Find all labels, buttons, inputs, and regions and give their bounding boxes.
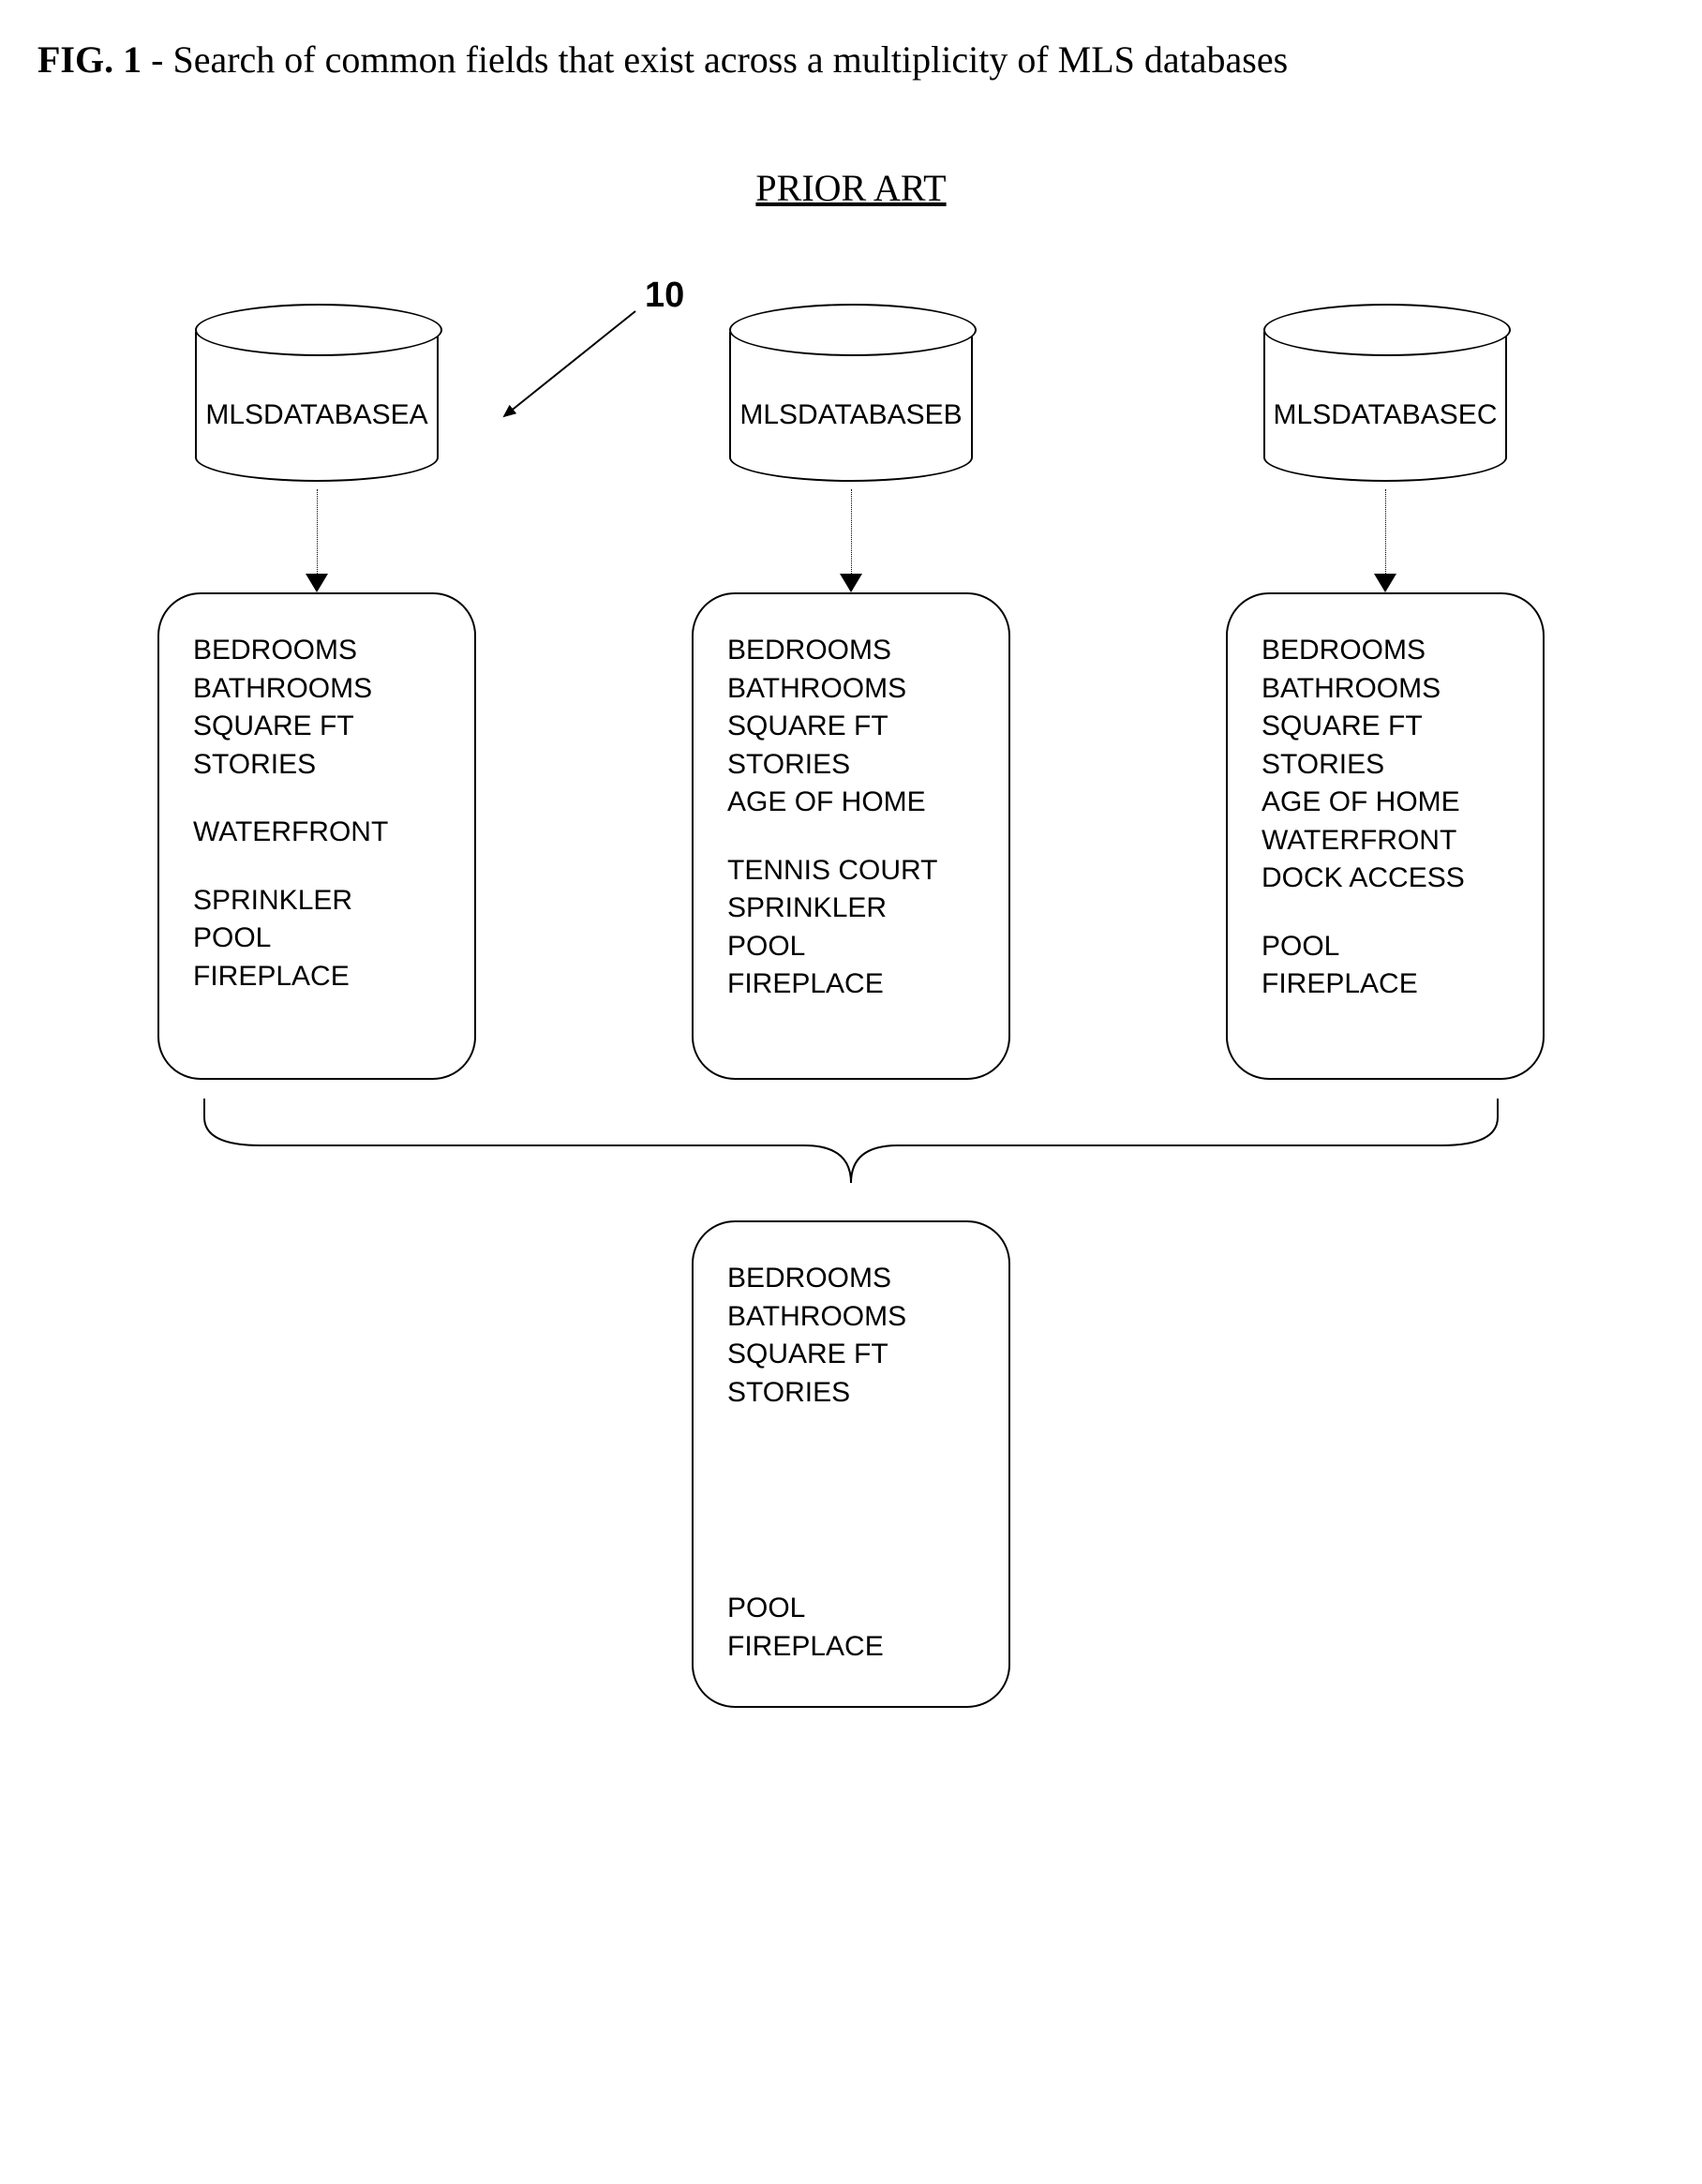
field-group: TENNIS COURTSPRINKLERPOOLFIREPLACE [727, 852, 975, 1004]
database-cylinder: MLSDATABASEC [1263, 304, 1507, 482]
field-item: SPRINKLER [727, 890, 975, 928]
arrowhead-down-icon [840, 574, 862, 592]
down-arrow [1374, 489, 1396, 592]
field-item: BEDROOMS [193, 632, 440, 670]
field-item: BEDROOMS [727, 632, 975, 670]
field-item: FIREPLACE [193, 958, 440, 996]
field-item: AGE OF HOME [1262, 784, 1509, 822]
arrowhead-down-icon [306, 574, 328, 592]
database-cylinder: MLSDATABASEB [729, 304, 973, 482]
field-item: BEDROOMS [1262, 632, 1509, 670]
field-item: SQUARE FT [193, 708, 440, 746]
field-item: WATERFRONT [193, 814, 440, 852]
field-item: SPRINKLER [193, 882, 440, 920]
database-top-ellipse [729, 304, 977, 356]
brace-wrap [148, 1089, 1554, 1202]
field-group: SPRINKLERPOOLFIREPLACE [193, 882, 440, 996]
database-top-ellipse [195, 304, 442, 356]
fields-box: BEDROOMSBATHROOMSSQUARE FTSTORIESAGE OF … [692, 592, 1010, 1080]
field-item: FIREPLACE [1262, 965, 1509, 1004]
fields-box: BEDROOMSBATHROOMSSQUARE FTSTORIES WATERFR… [157, 592, 476, 1080]
fields-box: BEDROOMSBATHROOMSSQUARE FTSTORIESAGE OF … [1226, 592, 1545, 1080]
field-group: BEDROOMSBATHROOMSSQUARE FTSTORIESAGE OF … [1262, 632, 1509, 898]
columns-row: MLSDATABASEABEDROOMSBATHROOMSSQUARE FTST… [148, 304, 1554, 1080]
field-item: AGE OF HOME [727, 784, 975, 822]
figure-caption: - Search of common fields that exist acr… [142, 38, 1288, 81]
field-item: POOL [727, 1590, 975, 1628]
figure-number: FIG. 1 [37, 38, 142, 81]
field-item: DOCK ACCESS [1262, 860, 1509, 898]
field-item: STORIES [727, 746, 975, 785]
field-group: BEDROOMSBATHROOMSSQUARE FTSTORIES [193, 632, 440, 784]
column: MLSDATABASEA BEDROOMSBATHROOMSSQUARE FTST… [148, 304, 485, 1080]
field-item: BATHROOMS [193, 670, 440, 709]
field-item: SQUARE FT [727, 708, 975, 746]
field-item: POOL [727, 928, 975, 966]
field-item: STORIES [1262, 746, 1509, 785]
field-item: BATHROOMS [1262, 670, 1509, 709]
arrowhead-down-icon [1374, 574, 1396, 592]
figure-title: FIG. 1 - Search of common fields that ex… [37, 37, 1665, 82]
field-item: STORIES [727, 1374, 975, 1413]
field-item: BEDROOMS [727, 1260, 975, 1298]
field-item: BATHROOMS [727, 1298, 975, 1337]
column: MLSDATABASEC BEDROOMSBATHROOMSSQUARE FTST… [1217, 304, 1554, 1080]
field-group: BEDROOMSBATHROOMSSQUARE FTSTORIES [727, 1260, 975, 1412]
diagram-container: 10 MLSDATABASEABEDROOMSBATHROOMSSQUARE F… [148, 304, 1554, 1708]
down-arrow [840, 489, 862, 592]
field-item: FIREPLACE [727, 1628, 975, 1667]
curly-brace [148, 1089, 1554, 1202]
prior-art-label: PRIOR ART [37, 166, 1665, 210]
column: MLSDATABASEB BEDROOMSBATHROOMSSQUARE FTST… [682, 304, 1020, 1080]
field-group: POOLFIREPLACE [727, 1590, 975, 1666]
field-item: TENNIS COURT [727, 852, 975, 890]
field-item: SQUARE FT [1262, 708, 1509, 746]
field-item: SQUARE FT [727, 1336, 975, 1374]
result-box: BEDROOMSBATHROOMSSQUARE FTSTORIES POOLFIR… [692, 1220, 1010, 1708]
field-item: BATHROOMS [727, 670, 975, 709]
field-item: STORIES [193, 746, 440, 785]
result-wrap: BEDROOMSBATHROOMSSQUARE FTSTORIES POOLFIR… [148, 1220, 1554, 1708]
field-group: POOLFIREPLACE [1262, 928, 1509, 1004]
database-top-ellipse [1263, 304, 1511, 356]
field-item: WATERFRONT [1262, 822, 1509, 860]
down-arrow [306, 489, 328, 592]
field-item: FIREPLACE [727, 965, 975, 1004]
field-item: POOL [1262, 928, 1509, 966]
field-item: POOL [193, 920, 440, 958]
database-cylinder: MLSDATABASEA [195, 304, 439, 482]
field-group: WATERFRONT [193, 814, 440, 852]
field-group: BEDROOMSBATHROOMSSQUARE FTSTORIESAGE OF … [727, 632, 975, 822]
